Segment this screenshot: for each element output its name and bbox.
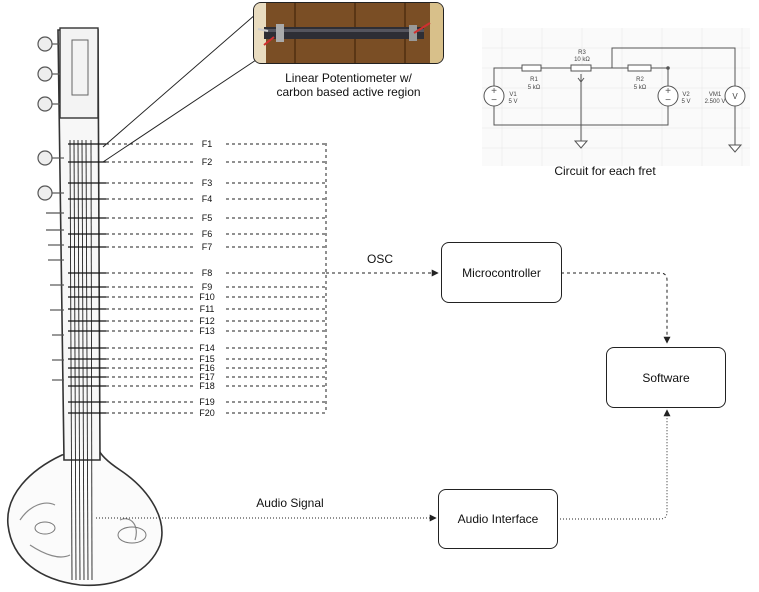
svg-text:−: −	[665, 95, 671, 106]
fret-label: F13	[199, 326, 215, 336]
r1-name: R1	[530, 77, 538, 83]
r2-value: 5 kΩ	[634, 85, 647, 91]
svg-text:−: −	[491, 95, 497, 106]
fret-label: F20	[199, 408, 215, 418]
v2-value: 5 V	[681, 99, 690, 105]
fret-label: F14	[199, 343, 215, 353]
fret-label: F1	[201, 139, 213, 149]
sitar-body	[7, 447, 163, 587]
fret-leads	[106, 143, 326, 414]
fret-label: F15	[199, 354, 215, 364]
v1-name: V1	[509, 92, 517, 98]
software-box: Software	[606, 347, 726, 408]
fret-label: F8	[201, 268, 213, 278]
callout-line-top	[102, 13, 257, 148]
fret-label: F2	[201, 157, 213, 167]
circuit-schematic: + − + − R1 5 kΩ R3 10 kΩ R2 5 kΩ V1 5 V …	[482, 28, 750, 166]
interface-to-software-arrow	[557, 409, 671, 520]
fret-label: F12	[199, 316, 215, 326]
sitar-strings	[69, 139, 93, 581]
vm1-name: VM1	[709, 92, 722, 98]
osc-label: OSC	[366, 252, 393, 266]
fret-label: F16	[199, 363, 215, 373]
fret-label: F6	[201, 229, 213, 239]
fret-bars	[68, 143, 106, 414]
circuit-caption: Circuit for each fret	[554, 164, 656, 178]
svg-text:+: +	[665, 86, 671, 97]
fret-label: F17	[199, 372, 215, 382]
audio-interface-box: Audio Interface	[438, 489, 558, 549]
v2-name: V2	[682, 92, 690, 98]
fret-label: F9	[201, 282, 213, 292]
fret-label: F7	[201, 242, 213, 252]
vm1-value: 2.500 V	[705, 99, 726, 105]
mcu-to-software-arrow	[561, 272, 671, 344]
potentiometer-photo	[253, 2, 444, 64]
photo-caption-line1: Linear Potentiometer w/	[285, 71, 412, 85]
fret-label: F19	[199, 397, 215, 407]
fret-label: F10	[199, 292, 215, 302]
voltmeter-symbol: V	[732, 92, 738, 101]
fret-label: F5	[201, 213, 213, 223]
tuning-pegs	[37, 36, 64, 381]
fret-label: F18	[199, 381, 215, 391]
r3-value: 10 kΩ	[574, 57, 590, 63]
callout-line-bottom	[102, 59, 257, 163]
v1-value: 5 V	[508, 99, 517, 105]
fret-label: F4	[201, 194, 213, 204]
r1-value: 5 kΩ	[528, 85, 541, 91]
photo-caption-line2: carbon based active region	[276, 85, 421, 99]
audio-signal-label: Audio Signal	[256, 496, 324, 510]
r2-name: R2	[636, 77, 644, 83]
sitar-illustration	[7, 27, 163, 587]
fret-label: F3	[201, 178, 213, 188]
svg-text:+: +	[491, 86, 497, 97]
sitar-headstock	[59, 27, 99, 119]
r3-name: R3	[578, 50, 586, 56]
microcontroller-box: Microcontroller	[441, 242, 562, 303]
fret-label: F11	[199, 304, 215, 314]
